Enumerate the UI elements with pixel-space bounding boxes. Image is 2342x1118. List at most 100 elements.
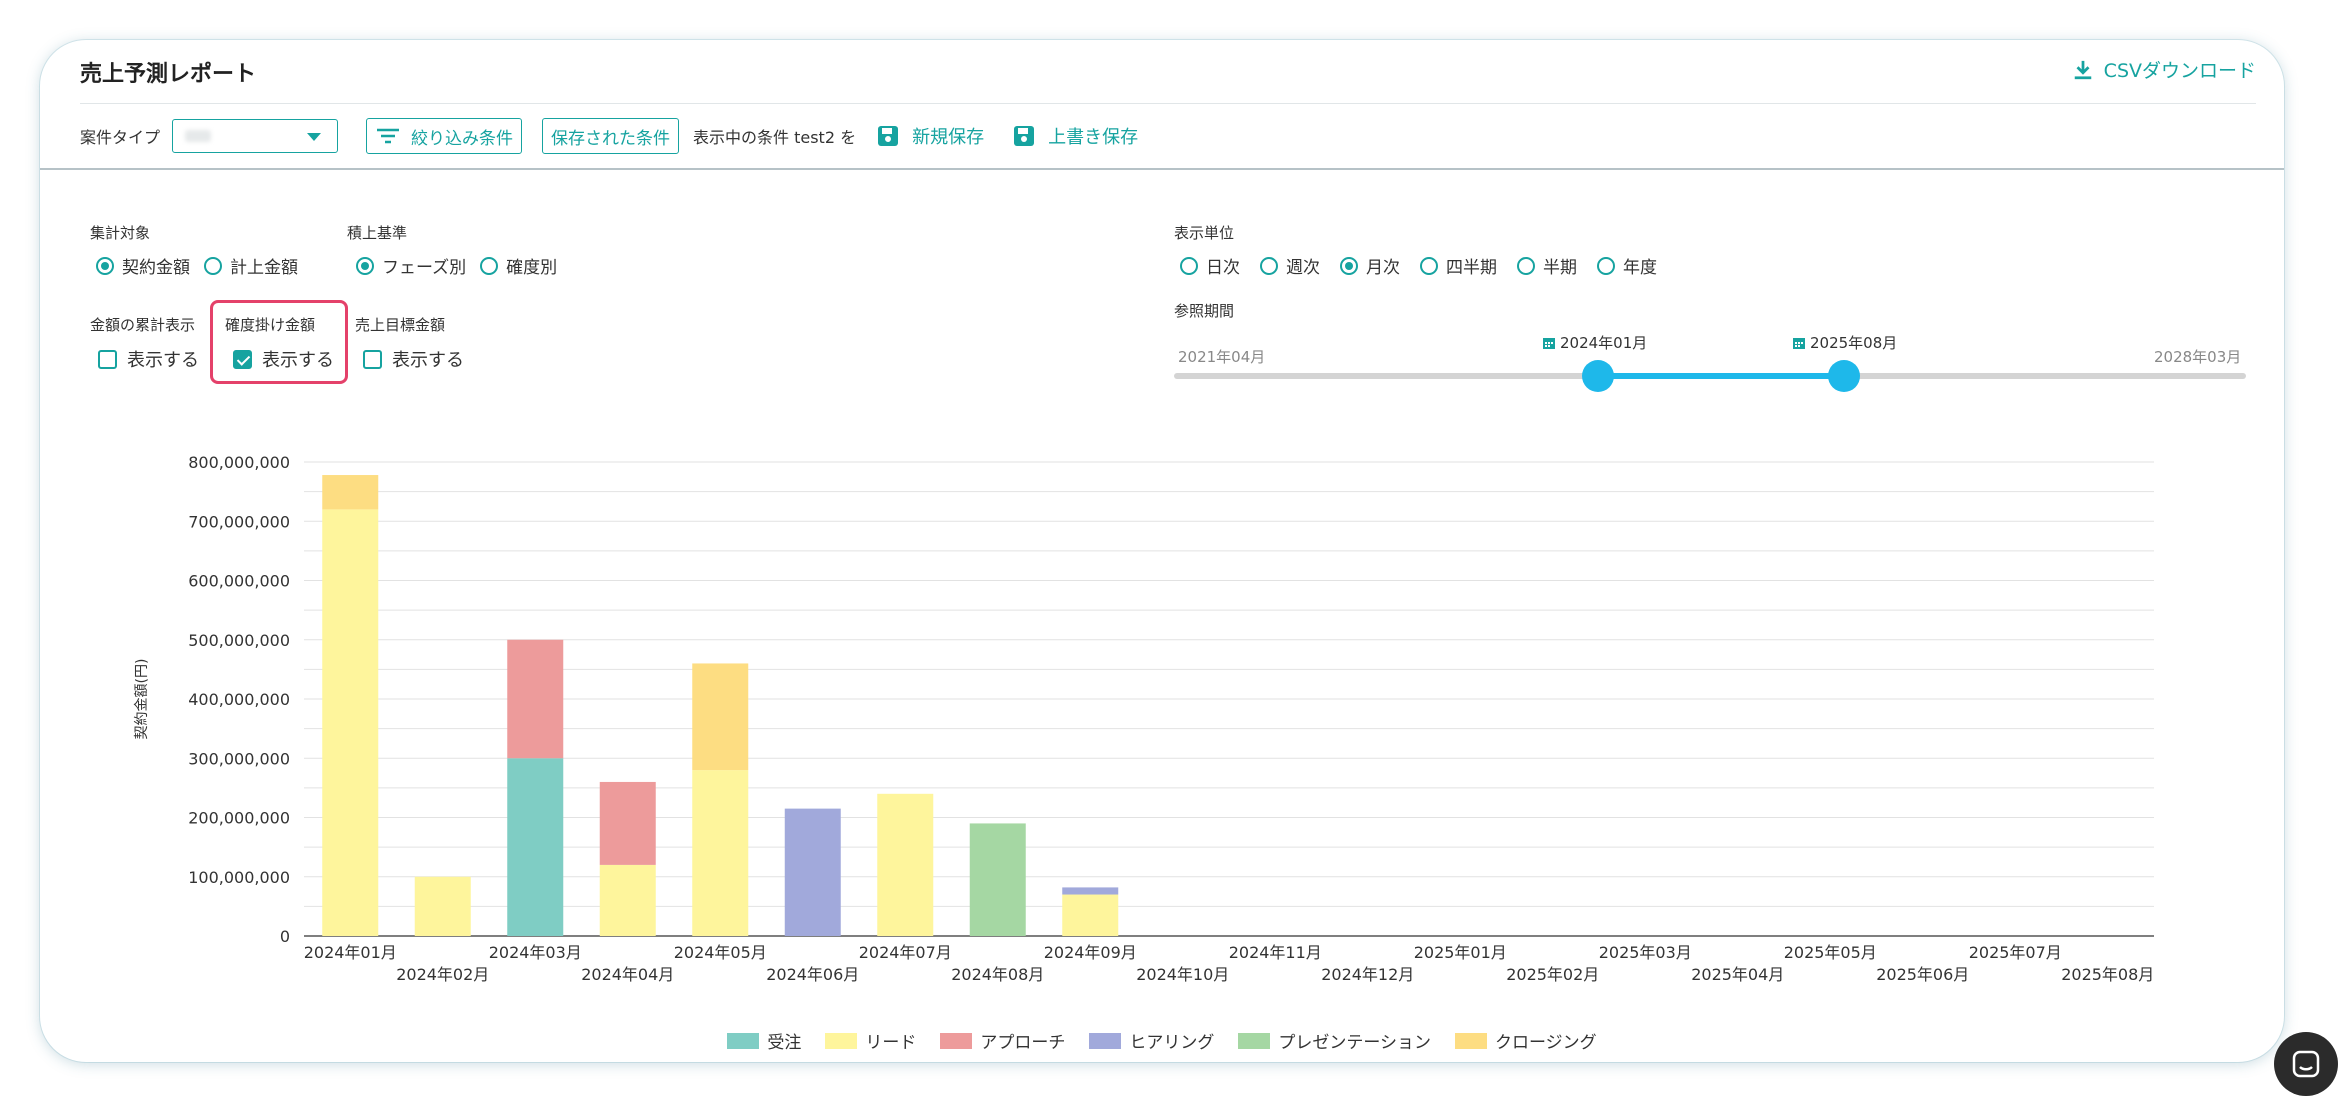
- legend-item[interactable]: ヒアリング: [1089, 1028, 1214, 1053]
- bar-segment: [414, 876, 471, 936]
- legend-label: 受注: [767, 1033, 802, 1053]
- x-tick-label: 2025年03月: [1599, 943, 1692, 962]
- cumulative-checkbox[interactable]: 表示する: [98, 346, 199, 372]
- legend-item[interactable]: プレゼンテーション: [1238, 1028, 1431, 1053]
- period-start-value: 2024年01月: [1560, 334, 1648, 352]
- x-tick-label: 2025年01月: [1414, 943, 1507, 962]
- x-tick-label: 2024年03月: [489, 943, 582, 962]
- checkbox-box: [233, 349, 252, 369]
- legend-item[interactable]: 受注: [727, 1028, 801, 1053]
- aggregate-label: 集計対象: [90, 224, 151, 242]
- x-tick-label: 2024年08月: [951, 965, 1044, 984]
- radio-half-year[interactable]: 半期: [1517, 253, 1577, 278]
- chevron-down-icon: [307, 133, 322, 141]
- period-end-handle[interactable]: [1828, 360, 1860, 392]
- y-tick-label: 400,000,000: [188, 690, 290, 709]
- x-tick-label: 2024年01月: [304, 943, 397, 962]
- aggregate-radio-group: 契約金額 計上金額: [96, 253, 312, 278]
- bar-segment: [507, 639, 564, 759]
- radio-booked-amount[interactable]: 計上金額: [204, 253, 298, 278]
- chat-button[interactable]: [2274, 1032, 2338, 1096]
- radio-contract-amount[interactable]: 契約金額: [96, 253, 190, 278]
- radio-label: 年度: [1623, 258, 1657, 278]
- legend-item[interactable]: アプローチ: [940, 1028, 1065, 1053]
- filter-conditions-button[interactable]: 絞り込み条件: [366, 118, 523, 154]
- radio-daily[interactable]: 日次: [1180, 253, 1240, 278]
- radio-indicator: [204, 256, 222, 275]
- weighted-checkbox[interactable]: 表示する: [233, 346, 334, 372]
- radio-yearly[interactable]: 年度: [1597, 253, 1657, 278]
- radio-indicator: [1180, 256, 1198, 275]
- period-min-label: 2021年04月: [1178, 348, 1266, 366]
- radio-label: 確度別: [506, 258, 558, 278]
- new-save-button[interactable]: 新規保存: [876, 123, 984, 149]
- calendar-icon: [1793, 337, 1805, 349]
- bar-segment: [877, 793, 934, 936]
- y-tick-label: 700,000,000: [188, 512, 290, 531]
- save-icon: [878, 126, 899, 146]
- y-tick-label: 300,000,000: [188, 749, 290, 768]
- saved-conditions-button[interactable]: 保存された条件: [542, 118, 680, 154]
- overwrite-save-button[interactable]: 上書き保存: [1012, 123, 1138, 149]
- bar-segment: [692, 770, 749, 936]
- y-axis-label: 契約金額(円): [134, 659, 150, 740]
- report-card: 売上予測レポート CSVダウンロード 案件タイプ 絞り込み条件 保存された条件 …: [40, 40, 2284, 1062]
- x-tick-label: 2025年07月: [1969, 943, 2062, 962]
- bar-segment: [322, 475, 379, 510]
- unit-radio-group: 日次 週次 月次 四半期 半期 年度: [1180, 253, 1671, 278]
- csv-download-button[interactable]: CSVダウンロード: [2072, 56, 2256, 83]
- x-tick-label: 2024年09月: [1044, 943, 1137, 962]
- period-end-value: 2025年08月: [1810, 334, 1898, 352]
- radio-quarterly[interactable]: 四半期: [1420, 253, 1497, 278]
- x-tick-label: 2024年05月: [674, 943, 767, 962]
- radio-monthly[interactable]: 月次: [1340, 253, 1400, 278]
- x-tick-label: 2025年06月: [1876, 965, 1969, 984]
- legend-label: アプローチ: [980, 1033, 1066, 1053]
- radio-label: 計上金額: [230, 258, 298, 278]
- display-unit-label: 表示単位: [1174, 224, 1235, 242]
- radio-by-probability[interactable]: 確度別: [480, 253, 557, 278]
- target-checkbox[interactable]: 表示する: [363, 346, 464, 372]
- case-type-label: 案件タイプ: [80, 128, 161, 147]
- radio-indicator: [1517, 256, 1535, 275]
- x-tick-label: 2024年07月: [859, 943, 952, 962]
- radio-label: フェーズ別: [382, 258, 467, 278]
- legend-swatch: [1238, 1032, 1271, 1049]
- current-condition-text: 表示中の条件 test2 を: [693, 128, 857, 147]
- radio-label: 日次: [1206, 258, 1240, 278]
- chart-legend: 受注 リード アプローチ ヒアリング プレゼンテーション クロージング: [40, 1028, 2284, 1053]
- x-tick-label: 2025年05月: [1784, 943, 1877, 962]
- weighted-label: 確度掛け金額: [225, 316, 316, 334]
- radio-indicator: [1597, 256, 1615, 275]
- period-max-label: 2028年03月: [2154, 348, 2242, 366]
- radio-indicator: [96, 256, 114, 275]
- stacked-bar-chart: 0 100,000,000 200,000,000 300,000,000 400,00…: [134, 453, 2154, 984]
- case-type-select[interactable]: [172, 119, 339, 153]
- radio-by-phase[interactable]: フェーズ別: [356, 253, 466, 278]
- chat-icon: [2292, 1050, 2320, 1078]
- legend-item[interactable]: クロージング: [1455, 1028, 1597, 1053]
- bar-segment: [1062, 887, 1119, 895]
- legend-swatch: [1089, 1032, 1122, 1049]
- bar-segment: [599, 864, 656, 936]
- y-tick-label: 0: [280, 927, 290, 946]
- period-start-handle[interactable]: [1582, 360, 1614, 392]
- cumulative-label: 金額の累計表示: [90, 316, 196, 334]
- bar-segment: [599, 781, 656, 865]
- bar-segment: [784, 808, 841, 936]
- new-save-label: 新規保存: [912, 127, 985, 148]
- period-label: 参照期間: [1174, 302, 1235, 320]
- toolbar-divider: [40, 168, 2284, 170]
- radio-label: 契約金額: [122, 258, 190, 278]
- radio-label: 半期: [1543, 258, 1577, 278]
- legend-label: リード: [865, 1033, 917, 1053]
- y-tick-label: 800,000,000: [188, 453, 290, 472]
- x-tick-label: 2024年10月: [1136, 965, 1229, 984]
- highlight-box: [210, 300, 348, 384]
- bar-segment: [692, 663, 749, 771]
- y-tick-label: 200,000,000: [188, 809, 290, 828]
- radio-indicator: [356, 256, 374, 275]
- x-tick-label: 2024年04月: [581, 965, 674, 984]
- legend-item[interactable]: リード: [825, 1028, 916, 1053]
- radio-weekly[interactable]: 週次: [1260, 253, 1320, 278]
